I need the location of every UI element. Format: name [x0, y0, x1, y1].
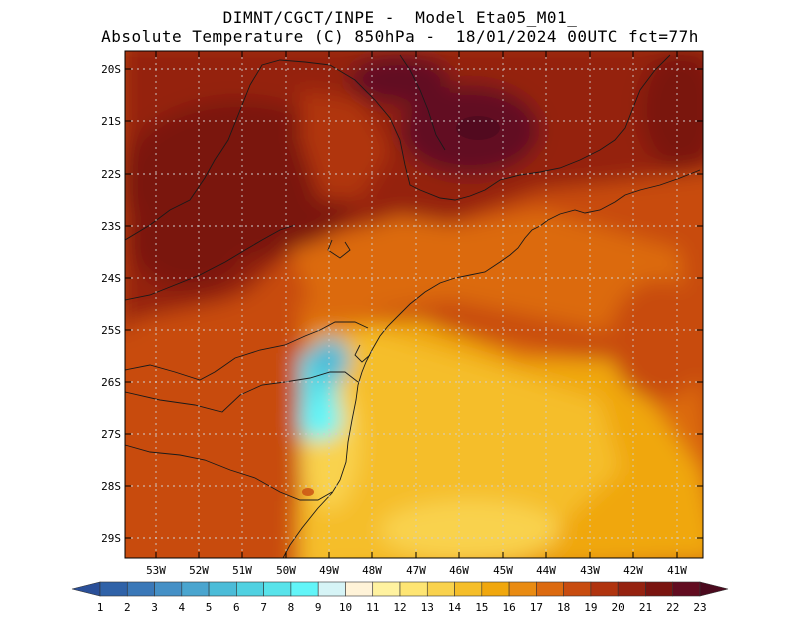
colorbar-cell [236, 581, 264, 597]
colorbar-cell [181, 581, 210, 597]
map-title-line-2: Absolute Temperature (C) 850hPa - 18/01/… [101, 27, 699, 46]
colorbar-cell [372, 581, 401, 597]
colorbar-label: 1 [97, 601, 104, 614]
colorbar-cell [126, 581, 155, 597]
lat-label: 21S [101, 115, 121, 128]
colorbar-label: 22 [666, 601, 679, 614]
lon-label: 52W [189, 564, 209, 577]
colorbar-label: 6 [233, 601, 240, 614]
lon-tick-marks [155, 51, 678, 558]
border-sc-rs [125, 444, 333, 501]
colorbar-label: 20 [612, 601, 625, 614]
river-parana [125, 224, 296, 301]
lat-label: 29S [101, 532, 121, 545]
lat-label: 22S [101, 168, 121, 181]
colorbar-cell [590, 581, 619, 597]
colorbar-label: 14 [448, 601, 462, 614]
colorbar-cell [454, 581, 483, 597]
colorbar-cell [345, 581, 374, 597]
border-ms-sp [125, 59, 331, 241]
bay-sfs [354, 344, 371, 363]
lon-labels: 53W 52W 51W 50W 49W 48W 47W 46W 45W 44W … [146, 564, 687, 577]
colorbar-label: 3 [151, 601, 158, 614]
bay-paranagua [327, 239, 351, 259]
colorbar-cell [672, 581, 701, 597]
colorbar-cell [617, 581, 646, 597]
colorbar-cell [645, 581, 674, 597]
colorbar-label: 15 [475, 601, 488, 614]
colorbar-label: 17 [530, 601, 543, 614]
colorbar-cell [399, 581, 428, 597]
lat-tick-marks [125, 68, 703, 539]
colorbar-cell [290, 581, 319, 597]
lat-label: 28S [101, 480, 121, 493]
lat-lon-grid [125, 51, 703, 558]
lon-label: 41W [667, 564, 687, 577]
colorbar-arrow-low [71, 581, 101, 597]
map-title-line-1: DIMNT/CGCT/INPE - Model Eta05_M01_ [222, 8, 578, 27]
lon-label: 43W [580, 564, 600, 577]
lon-label: 44W [536, 564, 556, 577]
lon-label: 49W [319, 564, 339, 577]
border-pr-sc [125, 371, 359, 413]
colorbar-cell [481, 581, 510, 597]
colorbar-cell [99, 581, 128, 597]
colorbar-cell [426, 581, 455, 597]
colorbar-label: 18 [557, 601, 570, 614]
border-mg-es [579, 54, 671, 161]
colorbar-labels: 1 2 3 4 5 6 7 8 9 10 11 12 13 14 15 16 17 18 19 20 21 22 23 [97, 601, 707, 614]
temperature-field [125, 51, 703, 558]
lon-label: 45W [493, 564, 513, 577]
colorbar-label: 8 [288, 601, 295, 614]
lon-label: 51W [232, 564, 252, 577]
colorbar-label: 21 [639, 601, 652, 614]
colorbar-cell [154, 581, 183, 597]
border-mg-rj [469, 159, 581, 197]
colorbar-cell [263, 581, 292, 597]
coastline-and-borders [125, 54, 701, 558]
colorbar-label: 19 [584, 601, 597, 614]
colorbar-cell [563, 581, 592, 597]
lat-label: 27S [101, 428, 121, 441]
colorbar-cell [536, 581, 564, 597]
colorbar-label: 7 [260, 601, 267, 614]
colorbar-label: 11 [366, 601, 379, 614]
colorbar-label: 4 [179, 601, 186, 614]
colorbar-label: 9 [315, 601, 322, 614]
lon-label: 46W [449, 564, 469, 577]
lon-label: 53W [146, 564, 166, 577]
colorbar-label: 12 [393, 601, 406, 614]
lat-label: 26S [101, 376, 121, 389]
colorbar-label: 10 [339, 601, 352, 614]
lat-label: 23S [101, 220, 121, 233]
colorbar-cell [208, 581, 237, 597]
colorbar-label: 13 [421, 601, 434, 614]
lon-label: 42W [623, 564, 643, 577]
lat-label: 25S [101, 324, 121, 337]
lat-label: 20S [101, 63, 121, 76]
border-north [399, 54, 446, 151]
lon-label: 47W [406, 564, 426, 577]
map-frame [124, 50, 704, 559]
colorbar-arrow-high [699, 581, 729, 597]
lat-labels: 20S 21S 22S 23S 24S 25S 26S 27S 28S 29S [101, 63, 121, 545]
colorbar-cell [317, 581, 346, 597]
colorbar-label: 2 [124, 601, 131, 614]
border-mg-sp [329, 64, 471, 201]
lon-label: 48W [362, 564, 382, 577]
colorbar-label: 16 [502, 601, 515, 614]
border-sp-pr [125, 321, 369, 381]
coastline [282, 169, 701, 558]
colorbar-label: 5 [206, 601, 213, 614]
colorbar-label: 23 [693, 601, 706, 614]
colorbar [71, 581, 729, 597]
lat-label: 24S [101, 272, 121, 285]
lon-label: 50W [276, 564, 296, 577]
colorbar-cell [508, 581, 537, 597]
